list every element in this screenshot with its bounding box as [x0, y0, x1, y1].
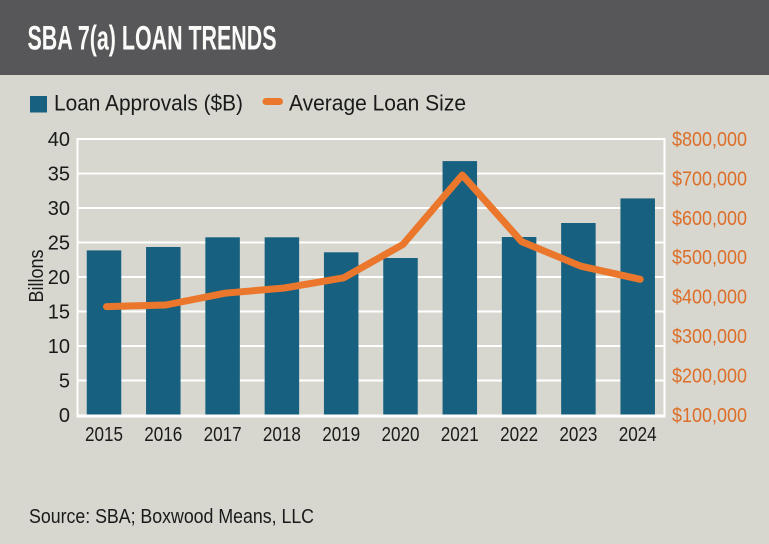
svg-text:$800,000: $800,000	[672, 129, 747, 151]
svg-text:$700,000: $700,000	[672, 168, 747, 190]
svg-text:5: 5	[59, 370, 70, 392]
svg-text:2023: 2023	[559, 424, 597, 446]
svg-text:$300,000: $300,000	[672, 326, 747, 348]
svg-text:$100,000: $100,000	[672, 405, 747, 427]
svg-text:15: 15	[48, 301, 70, 323]
svg-text:35: 35	[48, 163, 70, 185]
svg-text:2019: 2019	[322, 424, 360, 446]
svg-text:0: 0	[59, 405, 70, 427]
svg-text:2015: 2015	[85, 424, 123, 446]
svg-text:Billons: Billons	[26, 250, 48, 303]
svg-text:25: 25	[48, 232, 70, 254]
svg-text:30: 30	[48, 198, 70, 220]
svg-text:2016: 2016	[144, 424, 182, 446]
svg-text:20: 20	[48, 267, 70, 289]
svg-text:2024: 2024	[619, 424, 657, 446]
svg-text:Source: SBA; Boxwood Means, LL: Source: SBA; Boxwood Means, LLC	[29, 506, 314, 528]
svg-text:$400,000: $400,000	[672, 287, 747, 309]
svg-text:$500,000: $500,000	[672, 247, 747, 269]
svg-text:2017: 2017	[204, 424, 242, 446]
svg-text:2022: 2022	[500, 424, 538, 446]
svg-text:SBA 7(a) LOAN TRENDS: SBA 7(a) LOAN TRENDS	[28, 19, 277, 57]
svg-text:10: 10	[48, 336, 70, 358]
svg-text:2018: 2018	[263, 424, 301, 446]
svg-text:40: 40	[48, 129, 70, 151]
svg-text:2020: 2020	[382, 424, 420, 446]
svg-text:$200,000: $200,000	[672, 366, 747, 388]
svg-text:Average Loan Size: Average Loan Size	[289, 91, 466, 116]
svg-text:$600,000: $600,000	[672, 208, 747, 230]
svg-text:Loan Approvals ($B): Loan Approvals ($B)	[54, 91, 243, 116]
svg-text:2021: 2021	[441, 424, 479, 446]
